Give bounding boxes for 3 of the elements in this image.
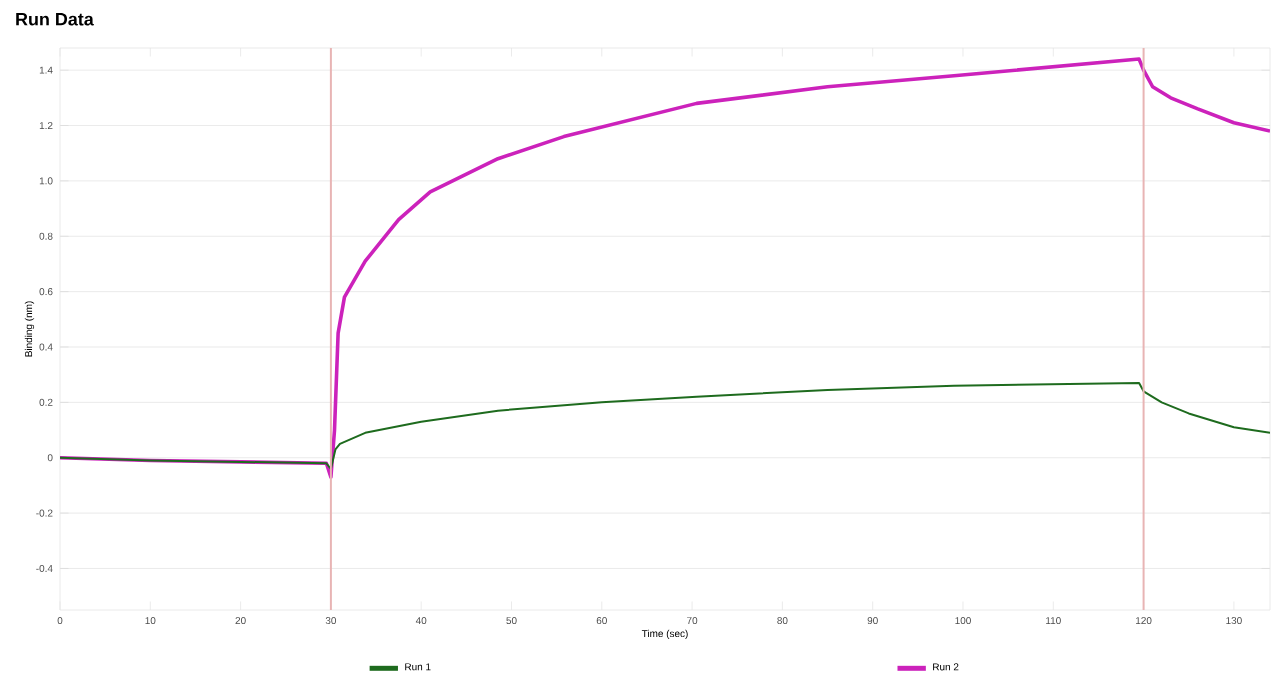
chart-title: Run Data (16, 13, 94, 26)
line-series (60, 57, 1271, 479)
line-series (60, 381, 1271, 470)
